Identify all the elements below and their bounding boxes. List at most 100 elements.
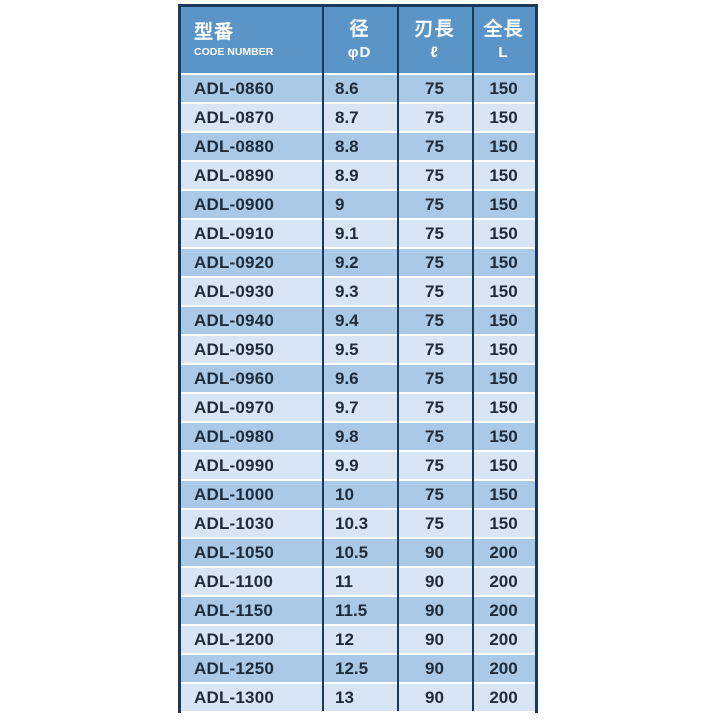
code-cell: ADL-0890	[194, 165, 275, 185]
code-cell: ADL-1050	[194, 542, 275, 562]
flute-length-cell: 75	[425, 368, 444, 388]
overall-length-cell: 150	[489, 339, 518, 359]
diameter-cell: 10	[335, 484, 354, 504]
code-cell: ADL-0930	[194, 281, 275, 301]
table-row: ADL-0990 9.9 75 150	[181, 452, 535, 479]
diameter-cell: 9.5	[335, 339, 359, 359]
column-divider	[472, 7, 474, 711]
header-overall-length-symbol: L	[498, 43, 509, 61]
code-cell: ADL-1100	[194, 571, 274, 591]
flute-length-cell: 75	[425, 484, 444, 504]
table-body: ADL-0860 8.6 75 150 ADL-0870 8.7 75 150 …	[181, 75, 535, 711]
code-cell: ADL-0960	[194, 368, 275, 388]
table-header-row: 型番 CODE NUMBER 径 φD 刃長 ℓ 全長 L	[181, 7, 535, 73]
table-row: ADL-1300 13 90 200	[181, 684, 535, 711]
table-row: ADL-1150 11.5 90 200	[181, 597, 535, 624]
flute-length-cell: 75	[425, 136, 444, 156]
table-row: ADL-0950 9.5 75 150	[181, 336, 535, 363]
header-flute-length: 刃長 ℓ	[397, 7, 472, 73]
table-row: ADL-1250 12.5 90 200	[181, 655, 535, 682]
product-spec-table: 型番 CODE NUMBER 径 φD 刃長 ℓ 全長 L ADL-0860 8…	[178, 4, 538, 713]
header-overall-length: 全長 L	[472, 7, 535, 73]
flute-length-cell: 75	[425, 397, 444, 417]
flute-length-cell: 90	[425, 600, 444, 620]
code-cell: ADL-0980	[194, 426, 275, 446]
table-row: ADL-0860 8.6 75 150	[181, 75, 535, 102]
code-cell: ADL-0900	[194, 194, 275, 214]
code-cell: ADL-1030	[194, 513, 275, 533]
code-cell: ADL-0910	[194, 223, 275, 243]
overall-length-cell: 150	[489, 513, 518, 533]
diameter-cell: 9.4	[335, 310, 359, 330]
flute-length-cell: 75	[425, 78, 444, 98]
diameter-cell: 9.7	[335, 397, 359, 417]
overall-length-cell: 150	[489, 165, 518, 185]
diameter-cell: 12.5	[335, 658, 369, 678]
overall-length-cell: 150	[489, 426, 518, 446]
flute-length-cell: 75	[425, 281, 444, 301]
overall-length-cell: 150	[489, 368, 518, 388]
diameter-cell: 9.2	[335, 252, 359, 272]
table-row: ADL-0960 9.6 75 150	[181, 365, 535, 392]
header-code-subtitle: CODE NUMBER	[194, 46, 274, 59]
table-row: ADL-1200 12 90 200	[181, 626, 535, 653]
overall-length-cell: 200	[489, 687, 518, 707]
overall-length-cell: 150	[489, 281, 518, 301]
header-diameter-title-jp: 径	[349, 18, 370, 40]
overall-length-cell: 200	[489, 600, 518, 620]
header-code-number: 型番 CODE NUMBER	[181, 7, 322, 73]
table-row: ADL-0920 9.2 75 150	[181, 249, 535, 276]
diameter-cell: 8.9	[335, 165, 359, 185]
header-flute-length-symbol: ℓ	[430, 43, 439, 61]
code-cell: ADL-1200	[194, 629, 275, 649]
diameter-cell: 8.8	[335, 136, 359, 156]
table-row: ADL-1100 11 90 200	[181, 568, 535, 595]
header-diameter-symbol: φD	[347, 43, 372, 61]
overall-length-cell: 200	[489, 542, 518, 562]
diameter-cell: 8.7	[335, 107, 359, 127]
diameter-cell: 11.5	[335, 600, 368, 620]
table-row: ADL-1050 10.5 90 200	[181, 539, 535, 566]
flute-length-cell: 90	[425, 687, 444, 707]
code-cell: ADL-0990	[194, 455, 275, 475]
column-divider	[322, 7, 324, 711]
table-row: ADL-0870 8.7 75 150	[181, 104, 535, 131]
code-cell: ADL-1150	[194, 600, 274, 620]
flute-length-cell: 75	[425, 194, 444, 214]
code-cell: ADL-0940	[194, 310, 275, 330]
diameter-cell: 9.8	[335, 426, 359, 446]
table-row: ADL-1030 10.3 75 150	[181, 510, 535, 537]
diameter-cell: 9.6	[335, 368, 359, 388]
flute-length-cell: 90	[425, 629, 444, 649]
flute-length-cell: 75	[425, 310, 444, 330]
diameter-cell: 10.3	[335, 513, 369, 533]
header-code-title-jp: 型番	[194, 21, 235, 43]
column-divider	[397, 7, 399, 711]
table-row: ADL-0880 8.8 75 150	[181, 133, 535, 160]
overall-length-cell: 150	[489, 310, 518, 330]
code-cell: ADL-0920	[194, 252, 275, 272]
diameter-cell: 8.6	[335, 78, 359, 98]
flute-length-cell: 90	[425, 542, 444, 562]
diameter-cell: 9	[335, 194, 345, 214]
diameter-cell: 13	[335, 687, 354, 707]
overall-length-cell: 150	[489, 78, 518, 98]
code-cell: ADL-0870	[194, 107, 275, 127]
overall-length-cell: 150	[489, 455, 518, 475]
diameter-cell: 9.9	[335, 455, 359, 475]
code-cell: ADL-1250	[194, 658, 275, 678]
code-cell: ADL-0970	[194, 397, 275, 417]
header-flute-length-title-jp: 刃長	[414, 18, 455, 40]
overall-length-cell: 150	[489, 223, 518, 243]
flute-length-cell: 75	[425, 252, 444, 272]
header-overall-length-title-jp: 全長	[483, 18, 524, 40]
overall-length-cell: 150	[489, 194, 518, 214]
overall-length-cell: 200	[489, 658, 518, 678]
diameter-cell: 12	[335, 629, 354, 649]
flute-length-cell: 75	[425, 107, 444, 127]
table-row: ADL-0940 9.4 75 150	[181, 307, 535, 334]
overall-length-cell: 150	[489, 397, 518, 417]
code-cell: ADL-0860	[194, 78, 275, 98]
table-row: ADL-0910 9.1 75 150	[181, 220, 535, 247]
flute-length-cell: 75	[425, 165, 444, 185]
